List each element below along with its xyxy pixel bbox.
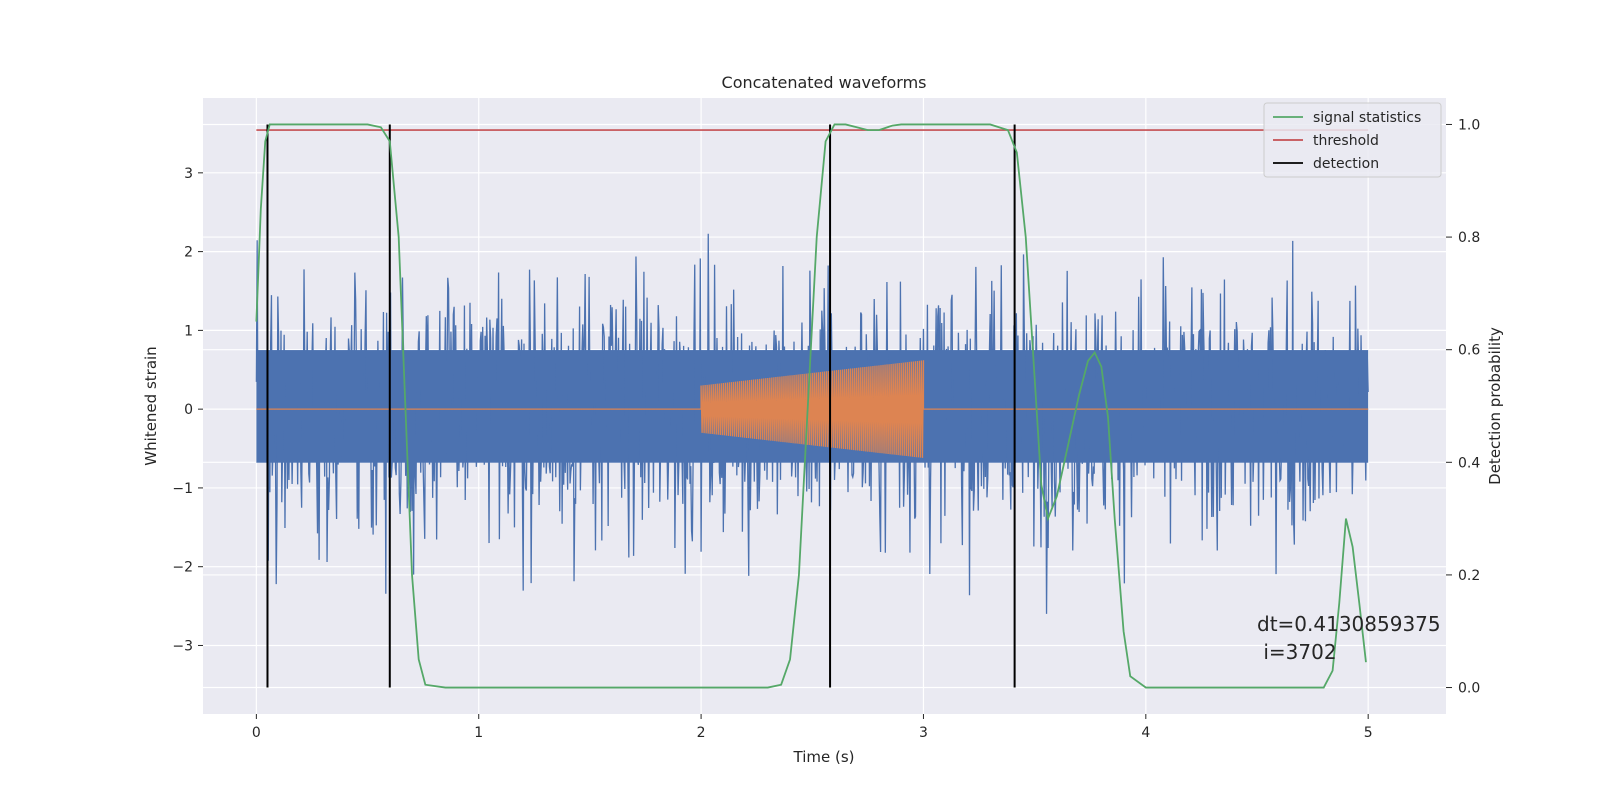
y-tick-label: 0 (184, 402, 193, 418)
legend-label: signal statistics (1313, 110, 1421, 126)
y-axis-right-label: Detection probability (1486, 327, 1504, 485)
x-axis-label: Time (s) (793, 748, 855, 766)
y-tick-label: 1 (184, 323, 193, 339)
y-tick-label: −3 (172, 638, 193, 654)
injected-signal-line (256, 360, 1369, 458)
annotation-i: i=3702 (1257, 640, 1337, 664)
y-right-tick-label: 0.0 (1458, 681, 1480, 697)
x-tick-label: 4 (1141, 725, 1150, 741)
y-right-tick-label: 0.2 (1458, 568, 1480, 584)
y-tick-label: 2 (184, 245, 193, 261)
y-tick-label: 3 (184, 166, 193, 182)
y-right-tick-label: 0.6 (1458, 343, 1480, 359)
x-tick-label: 0 (252, 725, 261, 741)
chart-title: Concatenated waveforms (722, 73, 927, 92)
y-tick-label: −1 (172, 481, 193, 497)
y-axis-label: Whitened strain (142, 346, 160, 465)
signal-statistics-line (255, 123, 1367, 689)
annotation: dt=0.4130859375 i=3702 (1257, 612, 1441, 664)
y-tick-label: −2 (172, 560, 193, 576)
annotation-dt: dt=0.4130859375 (1257, 612, 1441, 636)
y-right-tick-label: 0.4 (1458, 455, 1480, 471)
legend-label: threshold (1313, 133, 1379, 149)
stat-series (255, 123, 1369, 689)
legend-box (1263, 102, 1442, 178)
x-tick-label: 5 (1364, 725, 1373, 741)
legend: signal statistics threshold detection (1263, 102, 1442, 178)
y-right-tick-label: 1.0 (1458, 117, 1480, 133)
x-tick-label: 1 (474, 725, 483, 741)
strain-series (255, 233, 1369, 614)
legend-label: detection (1313, 156, 1379, 172)
x-tick-label: 2 (697, 725, 706, 741)
axes: 0 1 2 3 4 5 −3 −2 −1 0 1 2 3 0.0 0.2 0.4 0.6 0.8 1.0 (172, 117, 1480, 741)
y-right-tick-label: 0.8 (1458, 230, 1480, 246)
x-tick-label: 3 (919, 725, 928, 741)
